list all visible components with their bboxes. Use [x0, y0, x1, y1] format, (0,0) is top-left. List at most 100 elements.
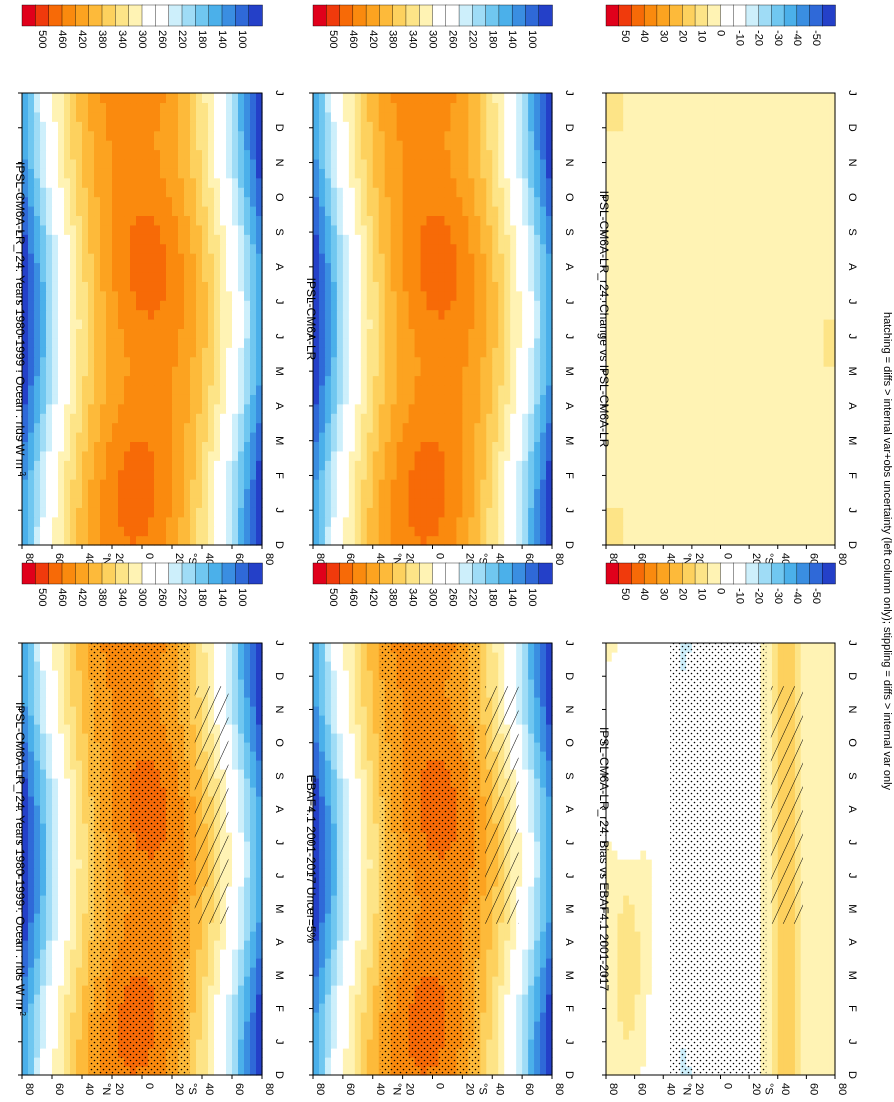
heatmap-cell	[46, 309, 53, 320]
heatmap-cell	[330, 868, 338, 878]
heatmap-cell	[100, 516, 107, 527]
heatmap-cell	[313, 967, 320, 977]
heatmap-cell	[480, 841, 487, 851]
heatmap-cell	[226, 102, 233, 113]
heatmap-cell	[124, 394, 131, 405]
heatmap-cell	[244, 328, 251, 339]
heatmap-cell	[214, 1021, 221, 1031]
heatmap-cell	[88, 413, 95, 424]
heatmap-cell	[148, 526, 155, 537]
heatmap-cell	[178, 187, 185, 198]
heatmap-cell	[492, 1030, 499, 1040]
heatmap-cell	[52, 949, 59, 959]
heatmap-cell	[178, 319, 185, 330]
heatmap-cell	[172, 375, 179, 386]
heatmap-cell	[232, 526, 239, 537]
heatmap-cell	[256, 859, 263, 869]
heatmap-cell	[196, 337, 203, 348]
heatmap-cell	[178, 206, 185, 217]
heatmap-cell	[130, 234, 137, 245]
heatmap-cell	[208, 967, 215, 977]
heatmap-cell	[256, 976, 263, 986]
heatmap-cell	[372, 904, 380, 914]
heatmap-cell	[58, 432, 65, 443]
heatmap-cell	[354, 1021, 362, 1031]
heatmap-cell	[190, 877, 197, 887]
heatmap-cell	[100, 130, 107, 141]
heatmap-cell	[106, 111, 113, 122]
heatmap-cell	[28, 206, 35, 217]
heatmap-cell	[70, 1030, 77, 1040]
heatmap-cell	[190, 196, 197, 207]
heatmap-cell	[82, 309, 89, 320]
heatmap-cell	[70, 526, 77, 537]
heatmap-cell	[480, 895, 487, 905]
heatmap-cell	[324, 859, 332, 869]
heatmap-cell	[342, 841, 350, 851]
heatmap-cell	[360, 994, 368, 1004]
heatmap-cell	[366, 895, 374, 905]
heatmap-cell	[510, 922, 517, 932]
heatmap-cell	[546, 1057, 553, 1067]
heatmap-cell	[498, 1003, 505, 1013]
heatmap-cell	[178, 432, 185, 443]
heatmap-cell	[160, 234, 167, 245]
heatmap-cell	[160, 290, 167, 301]
heatmap-cell	[244, 488, 251, 499]
heatmap-cell	[202, 535, 209, 546]
heatmap-cell	[22, 215, 29, 226]
heatmap-cell	[58, 413, 65, 424]
heatmap-cell	[52, 187, 59, 198]
heatmap-cell	[330, 994, 338, 1004]
heatmap-cell	[148, 479, 155, 490]
heatmap-cell	[516, 1030, 523, 1040]
heatmap-cell	[202, 366, 209, 377]
heatmap-cell	[232, 1048, 239, 1058]
heatmap-cell	[46, 1003, 53, 1013]
heatmap-cell	[220, 441, 227, 452]
heatmap-cell	[214, 366, 221, 377]
heatmap-cell	[196, 262, 203, 273]
heatmap-cell	[214, 347, 221, 358]
heatmap-cell	[244, 1012, 251, 1022]
heatmap-cell	[178, 102, 185, 113]
heatmap-cell	[330, 1057, 338, 1067]
heatmap-cell	[528, 1066, 535, 1076]
heatmap-cell	[190, 328, 197, 339]
heatmap-cell	[88, 196, 95, 207]
heatmap-cell	[34, 488, 41, 499]
heatmap-cell	[154, 243, 161, 254]
heatmap-cell	[330, 1039, 338, 1049]
heatmap-cell	[214, 949, 221, 959]
heatmap-cell	[166, 253, 173, 264]
heatmap-cell	[528, 949, 535, 959]
heatmap-cell	[160, 450, 167, 461]
heatmap-cell	[190, 787, 197, 797]
heatmap-cell	[22, 413, 29, 424]
heatmap-cell	[22, 922, 29, 932]
heatmap-cell	[70, 450, 77, 461]
heatmap-cell	[82, 403, 89, 414]
heatmap-cell	[244, 158, 251, 169]
heatmap-cell	[238, 679, 245, 689]
heatmap-cell	[214, 1039, 221, 1049]
heatmap-cell	[34, 913, 41, 923]
heatmap-cell	[40, 1030, 47, 1040]
heatmap-cell	[70, 967, 77, 977]
heatmap-cell	[196, 158, 203, 169]
heatmap-cell	[58, 271, 65, 282]
heatmap-cell	[58, 949, 65, 959]
heatmap-cell	[28, 215, 35, 226]
heatmap-cell	[202, 177, 209, 188]
heatmap-cell	[76, 877, 83, 887]
heatmap-cell	[82, 196, 89, 207]
heatmap-cell	[360, 958, 368, 968]
heatmap-cell	[360, 904, 368, 914]
heatmap-cell	[208, 253, 215, 264]
heatmap-cell	[94, 234, 101, 245]
heatmap-cell	[142, 375, 149, 386]
heatmap-cell	[130, 243, 137, 254]
heatmap-cell	[516, 913, 523, 923]
heatmap-cell	[372, 913, 380, 923]
heatmap-cell	[516, 931, 523, 941]
